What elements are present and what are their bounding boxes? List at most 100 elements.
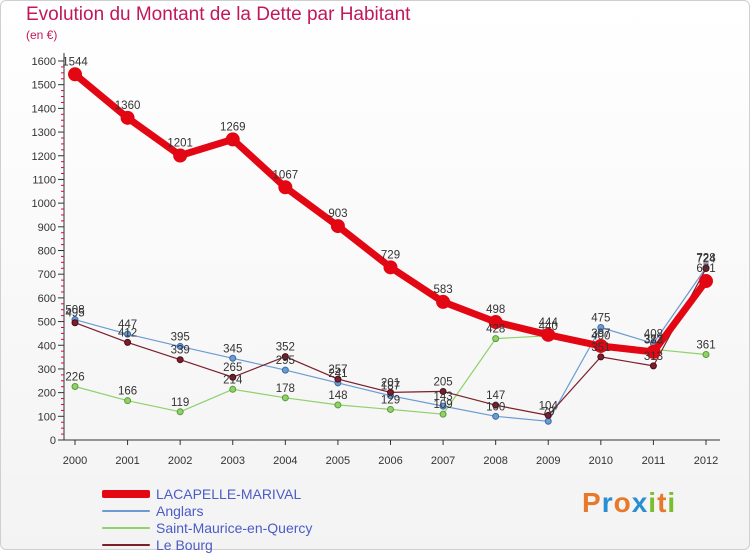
data-point-lacapelle-marival — [330, 219, 345, 234]
data-point-anglars — [124, 330, 132, 338]
legend-swatch — [102, 490, 150, 498]
data-point-lacapelle-marival — [225, 132, 240, 147]
data-label-anglars: 143 — [433, 391, 452, 403]
x-tick-label: 2006 — [378, 455, 402, 467]
data-label-saint-maurice-en-quercy: 440 — [539, 321, 558, 333]
y-tick-label: 1200 — [32, 151, 56, 163]
x-tick-label: 2008 — [483, 455, 507, 467]
chart-subtitle: (en €) — [26, 28, 58, 42]
y-tick-label: 700 — [38, 269, 56, 281]
data-label-lacapelle-marival: 444 — [539, 317, 559, 329]
data-label-anglars: 79 — [542, 406, 555, 418]
data-label-lacapelle-marival: 1269 — [220, 121, 246, 133]
data-label-le-bourg: 201 — [381, 377, 400, 389]
y-tick-label: 500 — [38, 317, 56, 329]
logo-letter: r — [601, 487, 614, 518]
data-point-lacapelle-marival — [488, 315, 503, 330]
y-tick-label: 1400 — [32, 103, 56, 115]
y-tick-label: 800 — [38, 246, 56, 258]
legend-item: LACAPELLE-MARIVAL — [102, 486, 301, 502]
data-label-lacapelle-marival: 498 — [486, 304, 505, 316]
x-tick-label: 2011 — [642, 455, 666, 467]
data-point-anglars — [439, 402, 447, 410]
logo-letter: P — [582, 487, 602, 518]
y-tick-label: 200 — [38, 388, 56, 400]
x-tick-label: 2001 — [115, 455, 139, 467]
data-point-le-bourg — [492, 401, 500, 409]
data-label-le-bourg: 104 — [539, 400, 559, 412]
data-point-saint-maurice-en-quercy — [124, 397, 132, 405]
y-tick-label: 0 — [50, 435, 56, 447]
data-point-saint-maurice-en-quercy — [71, 382, 79, 390]
data-label-le-bourg: 495 — [65, 308, 84, 320]
data-label-anglars: 187 — [381, 381, 400, 393]
data-point-le-bourg — [387, 388, 394, 396]
y-tick-label: 1600 — [32, 56, 56, 68]
x-tick-label: 2003 — [221, 455, 245, 467]
data-point-le-bourg — [71, 319, 79, 327]
data-label-le-bourg: 351 — [591, 342, 610, 354]
data-label-anglars: 447 — [118, 319, 137, 331]
legend-item: Saint-Maurice-en-Quercy — [102, 520, 312, 536]
y-tick-label: 100 — [38, 411, 56, 423]
y-tick-label: 1500 — [32, 80, 56, 92]
y-tick-label: 400 — [38, 340, 56, 352]
data-label-anglars: 100 — [486, 401, 505, 413]
data-label-anglars: 475 — [591, 312, 610, 324]
data-point-le-bourg — [229, 373, 237, 381]
data-point-lacapelle-marival — [436, 294, 451, 309]
legend-label: Anglars — [156, 503, 204, 519]
legend-item: Anglars — [102, 503, 203, 519]
legend-swatch — [102, 527, 150, 529]
data-label-anglars: 508 — [65, 305, 84, 317]
x-tick-label: 2007 — [431, 455, 455, 467]
data-point-anglars — [597, 323, 605, 331]
data-label-lacapelle-marival: 1067 — [273, 169, 299, 181]
legend-label: Saint-Maurice-en-Quercy — [156, 520, 313, 536]
data-label-anglars: 728 — [696, 253, 715, 265]
data-point-anglars — [176, 342, 184, 350]
data-label-anglars: 395 — [171, 331, 190, 343]
data-point-le-bourg — [649, 362, 657, 370]
data-label-le-bourg: 265 — [223, 362, 242, 374]
data-point-lacapelle-marival — [383, 260, 398, 275]
data-label-anglars: 241 — [328, 368, 347, 380]
data-label-saint-maurice-en-quercy: 361 — [696, 339, 715, 351]
logo-letter: x — [631, 487, 649, 518]
data-point-anglars — [544, 417, 552, 425]
data-label-saint-maurice-en-quercy: 129 — [381, 394, 400, 406]
x-tick-label: 2012 — [694, 455, 718, 467]
data-point-saint-maurice-en-quercy — [702, 350, 710, 358]
x-tick-label: 2000 — [63, 455, 87, 467]
data-label-lacapelle-marival: 729 — [381, 249, 400, 261]
series-layer — [68, 67, 713, 425]
data-label-saint-maurice-en-quercy: 214 — [223, 374, 243, 386]
legend-label: Le Bourg — [156, 537, 213, 553]
data-point-lacapelle-marival — [173, 148, 188, 163]
data-label-le-bourg: 724 — [696, 254, 716, 266]
x-tick-label: 2009 — [536, 455, 560, 467]
logo-letter: i — [648, 487, 658, 518]
logo-letter: t — [657, 487, 668, 518]
data-point-lacapelle-marival — [278, 180, 293, 195]
data-label-le-bourg: 257 — [328, 364, 347, 376]
data-point-saint-maurice-en-quercy — [387, 405, 394, 413]
data-label-anglars: 408 — [644, 328, 663, 340]
data-label-lacapelle-marival: 671 — [696, 263, 715, 275]
data-point-le-bourg — [702, 265, 710, 273]
y-tick-label: 900 — [38, 222, 56, 234]
chart-title: Evolution du Montant de la Dette par Hab… — [26, 4, 411, 25]
data-label-saint-maurice-en-quercy: 166 — [118, 386, 137, 398]
data-point-le-bourg — [439, 387, 447, 395]
logo-letter: i — [667, 487, 677, 518]
x-tick-label: 2002 — [168, 455, 192, 467]
data-point-saint-maurice-en-quercy — [176, 408, 184, 416]
data-label-anglars: 295 — [276, 355, 295, 367]
y-tick-label: 1300 — [32, 127, 56, 139]
data-point-anglars — [281, 366, 289, 374]
data-label-lacapelle-marival: 1360 — [115, 100, 141, 112]
data-label-anglars: 345 — [223, 343, 242, 355]
data-label-le-bourg: 147 — [486, 390, 505, 402]
legend-swatch — [102, 544, 150, 546]
